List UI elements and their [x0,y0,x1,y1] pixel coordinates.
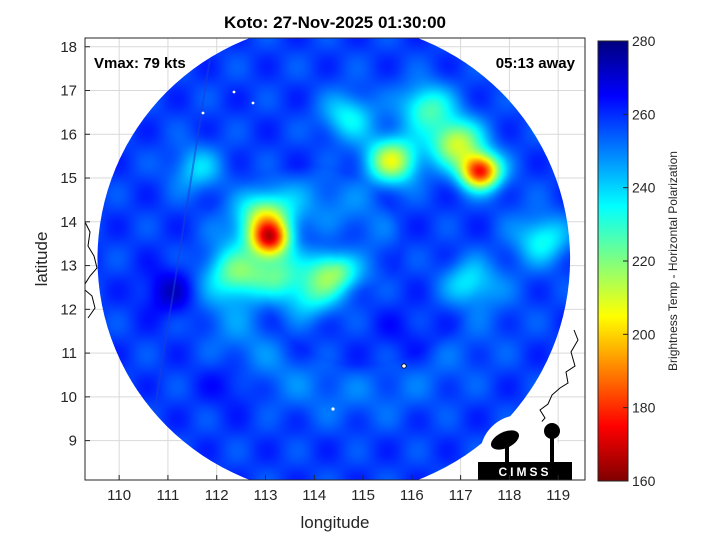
x-tick-label: 119 [546,487,570,504]
y-tick-label: 13 [60,258,77,275]
y-tick-label: 10 [60,389,77,406]
islands [201,90,407,411]
colorbar-tick-label: 280 [632,33,656,49]
x-tick-label: 110 [107,487,131,504]
x-tick-label: 116 [400,487,424,504]
x-axis: 110 111 112 113 114 115 116 117 118 119 [107,475,570,504]
dish-mount-icon [505,446,509,462]
water-tower-icon [544,423,560,439]
colorbar-tick-label: 240 [632,180,656,196]
time-away-annotation: 05:13 away [496,55,576,72]
x-tick-label: 111 [157,487,180,504]
cimss-logo: CIMSS [478,415,572,495]
tower-icon [550,433,554,463]
x-tick-label: 112 [205,487,229,504]
colorbar-tick-label: 160 [632,473,656,489]
colorbar-tick-label: 220 [632,253,656,269]
y-tick-label: 9 [69,433,77,450]
colorbar-tick-label: 200 [632,326,656,342]
colorbar-tick-label: 180 [632,400,656,416]
colorbar: 160 180 200 220 240 260 280 Brightness Temp - … [597,33,680,489]
y-tick-label: 17 [60,83,77,100]
brightness-temp-field [97,38,571,480]
colorbar-label: Brightness Temp - Horizontal Polarizatio… [666,151,680,371]
x-tick-label: 117 [449,487,473,504]
swath-layer [85,38,579,480]
logo-base [478,462,572,480]
x-tick-label: 113 [254,487,278,504]
vmax-annotation: Vmax: 79 kts [94,55,186,72]
colorbar-tick-label: 260 [632,106,656,122]
y-tick-label: 15 [60,170,77,187]
logo-text: CIMSS [498,465,551,479]
coastline [85,221,579,431]
plot-frame [84,37,586,481]
y-tick-label: 14 [60,214,77,231]
chart-title: Koto: 27-Nov-2025 01:30:00 [224,13,446,32]
colorbar-ticks: 160 180 200 220 240 260 280 [623,33,656,489]
y-tick-label: 16 [60,126,77,143]
satellite-dish-icon [490,430,520,450]
x-tick-label: 114 [302,487,326,504]
y-tick-label: 12 [60,301,77,318]
x-tick-label: 115 [351,487,375,504]
swath-seam [152,46,213,419]
y-tick-label: 11 [61,345,77,362]
x-tick-label: 118 [497,487,521,504]
y-tick-label: 18 [60,39,77,56]
y-axis-label: latitude [32,232,51,287]
x-axis-label: longitude [300,513,369,532]
y-axis: 9 10 11 12 13 14 15 16 17 18 [60,39,90,450]
